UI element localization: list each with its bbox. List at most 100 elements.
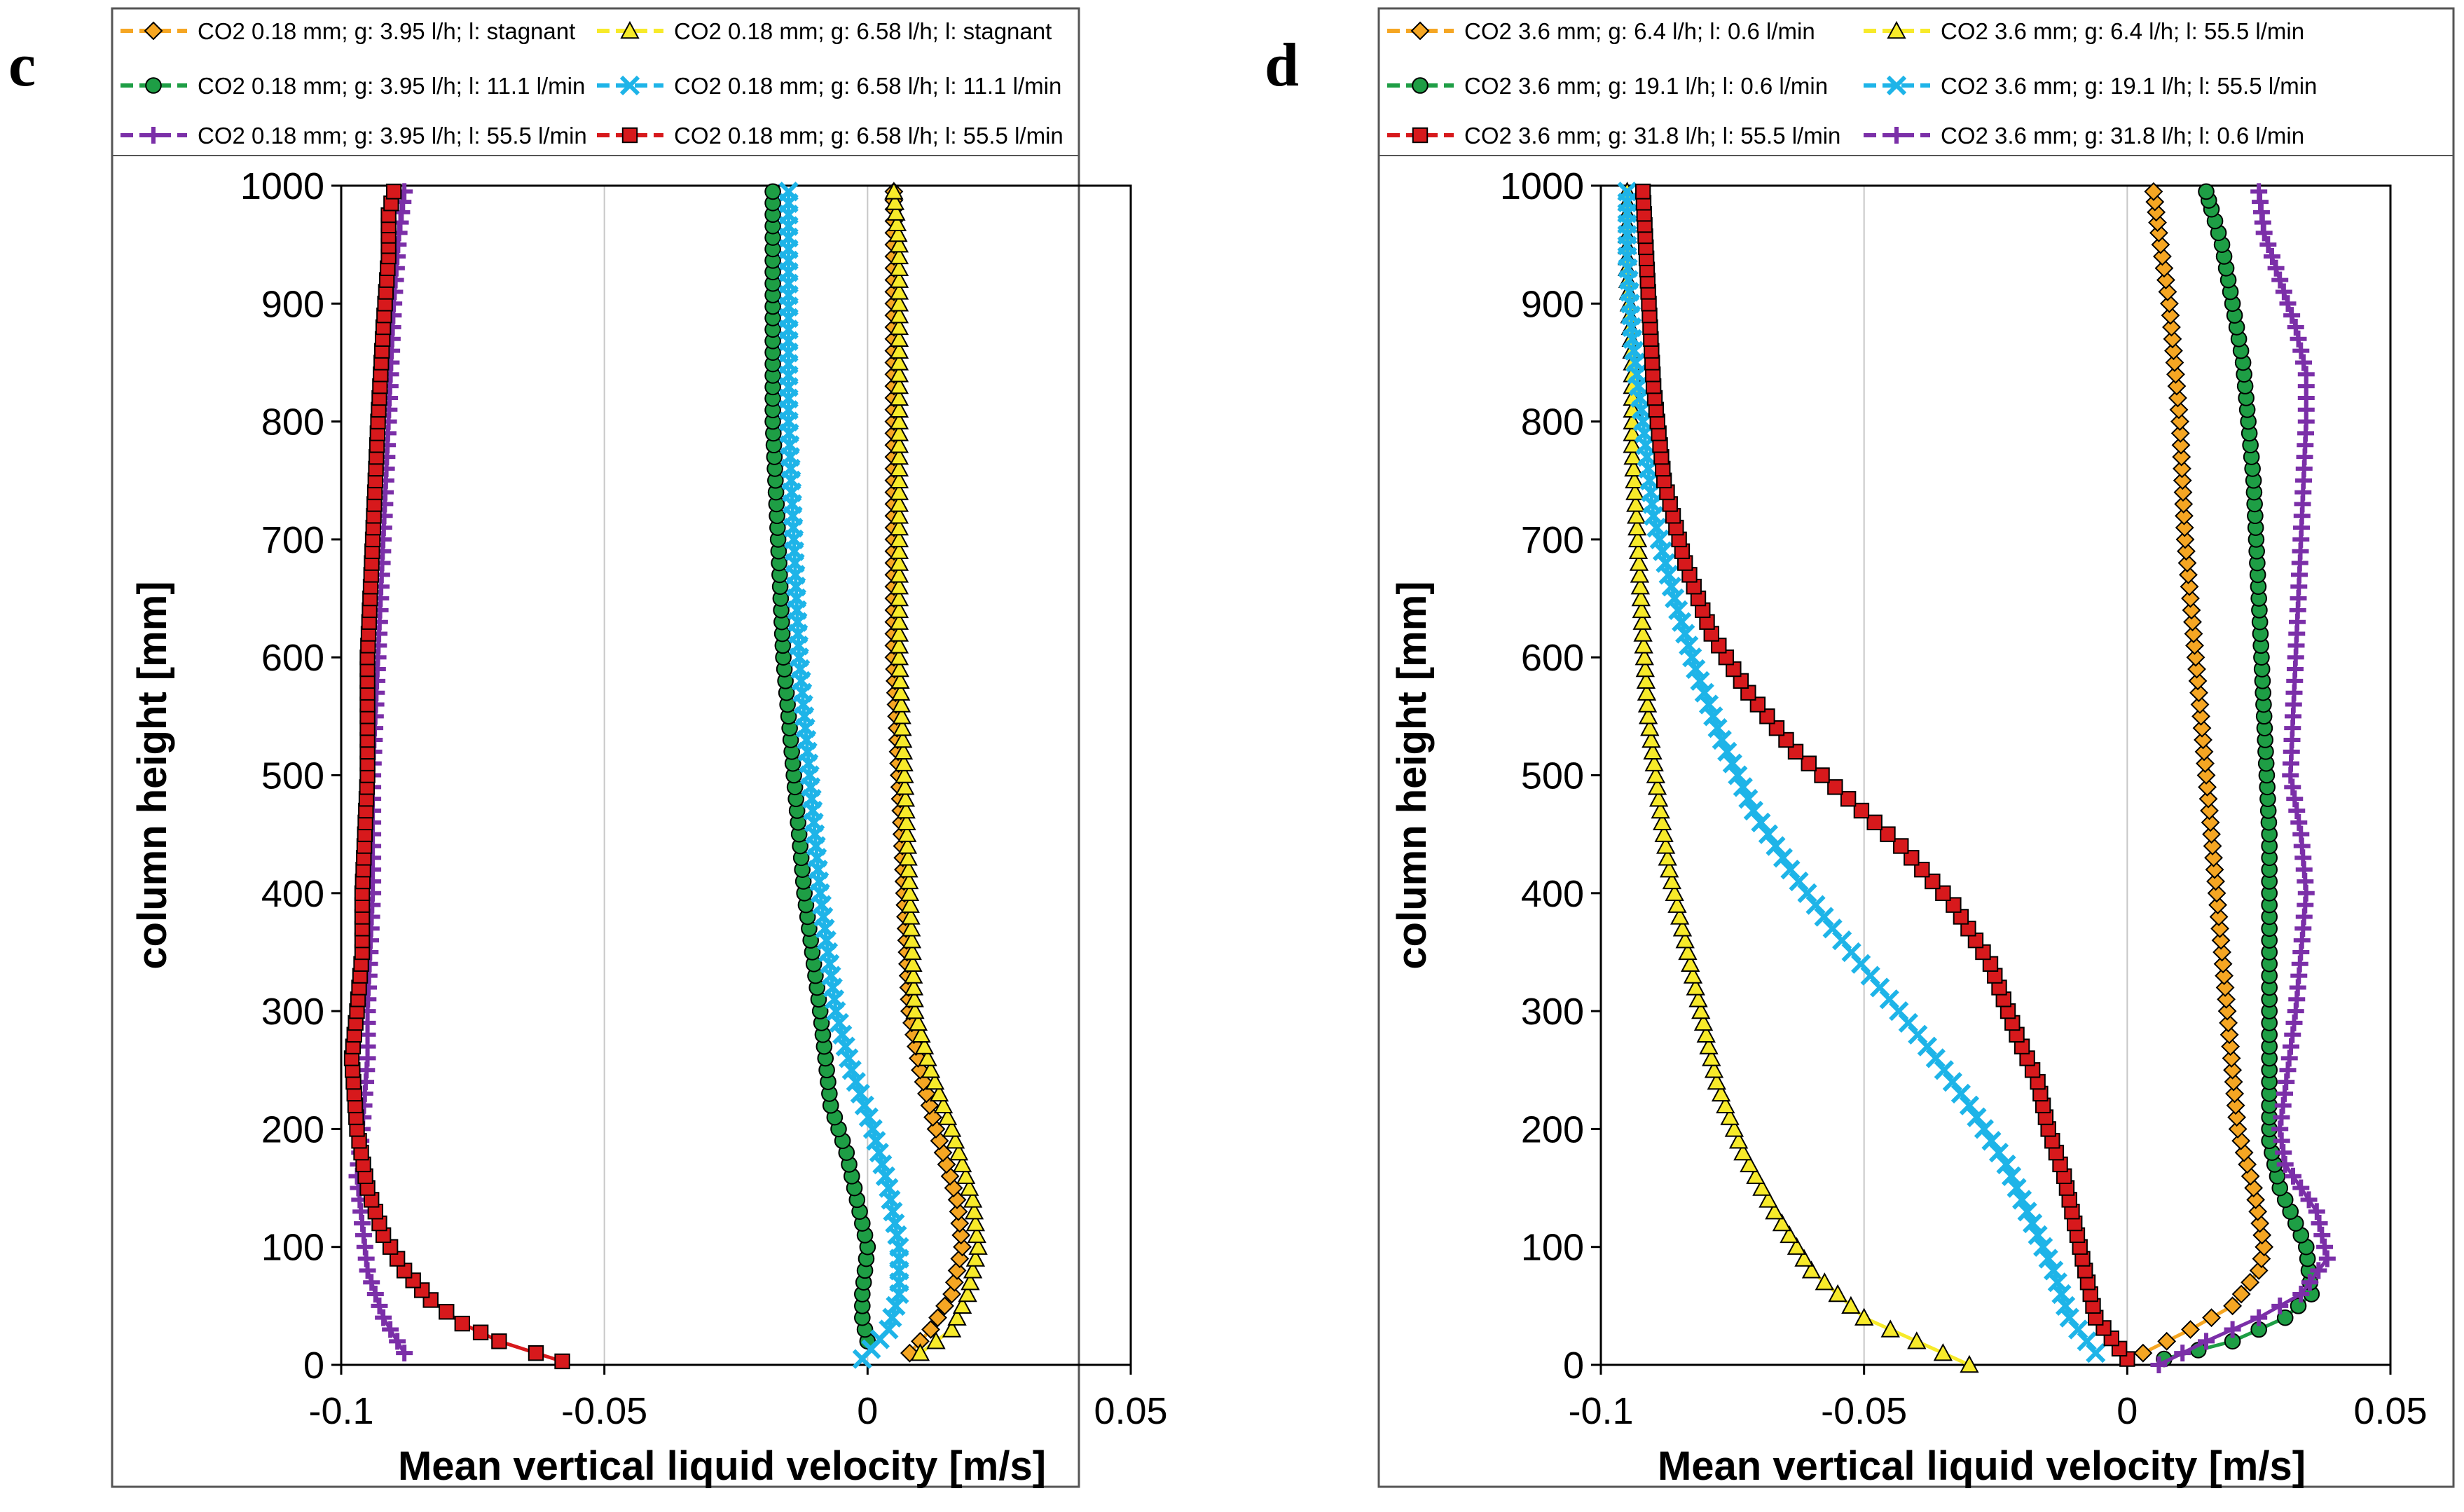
panel-d-data-point — [1688, 989, 1708, 1008]
panel-c-data-point — [905, 1001, 925, 1019]
panel-c-data-point — [910, 1343, 930, 1361]
panel-c-data-point — [892, 706, 911, 724]
panel-d-data-point — [2157, 1331, 2177, 1351]
panel-d-data-point — [2038, 1249, 2058, 1269]
panel-d-data-point — [2308, 1203, 2325, 1221]
panel-c-data-point — [889, 624, 909, 642]
panel-c-data-point — [889, 399, 909, 418]
panel-d-data-point — [2184, 624, 2203, 643]
panel-d-data-point — [2222, 1049, 2241, 1068]
panel-d-data-point — [2179, 565, 2198, 584]
legend-marker — [1888, 127, 1905, 144]
panel-d-data-point — [1635, 659, 1656, 678]
panel-d-data-point — [1698, 694, 1719, 715]
panel-d-data-point — [1633, 624, 1653, 642]
panel-d-data-point — [1728, 1131, 1749, 1149]
panel-c-data-point — [554, 1353, 570, 1370]
legend-marker — [1887, 20, 1906, 39]
panel-c-data-point — [889, 506, 909, 524]
panel-c-x-tick-label: 0 — [857, 1390, 878, 1432]
panel-c-data-point — [949, 1202, 968, 1221]
panel-d-data-point — [1765, 1202, 1784, 1220]
panel-d-data-point — [1716, 1095, 1735, 1113]
panel-c-data-point — [898, 848, 918, 866]
panel-d-data-point — [1780, 860, 1801, 880]
panel-d-data-point — [2028, 1225, 2048, 1245]
panel-c-data-point — [899, 860, 918, 878]
panel-c-data-point — [945, 1131, 965, 1149]
panel-d-data-point — [1814, 767, 1830, 783]
panel-d-data-point — [1749, 696, 1766, 713]
panel-d-data-point — [2051, 1284, 2072, 1305]
panel-d-data-point — [2252, 1225, 2272, 1245]
panel-c-data-point — [895, 789, 916, 807]
panel-d-y-tick-label: 300 — [1521, 991, 1584, 1033]
panel-c-data-point — [902, 942, 922, 961]
panel-c-series-3 — [778, 181, 909, 1369]
panel-d-legend-entry: CO2 3.6 mm; g: 6.4 l/h; l: 55.5 l/min — [1864, 18, 2304, 44]
panel-d-data-point — [1632, 600, 1651, 619]
panel-c-data-point — [937, 1107, 958, 1125]
panel-d-data-point — [1935, 885, 1951, 901]
panel-c-data-point — [889, 305, 909, 324]
panel-c-series-1 — [884, 181, 988, 1361]
panel-d-data-point — [1704, 1060, 1724, 1078]
panel-d-x-tick-label: -0.05 — [1821, 1390, 1907, 1432]
panel-c-data-point — [963, 1260, 983, 1279]
panel-d-data-point — [2288, 802, 2306, 819]
panel-d-data-point — [2295, 354, 2313, 371]
panel-c-y-tick-label: 700 — [261, 519, 324, 561]
panel-d-data-point — [2219, 1013, 2238, 1033]
panel-d-data-point — [1752, 1178, 1772, 1196]
panel-c-data-point — [846, 1071, 866, 1092]
panel-d-data-point — [1880, 826, 1896, 842]
panel-d-data-point — [1629, 553, 1649, 571]
panel-c-data-point — [889, 282, 909, 300]
panel-d-data-point — [2022, 1213, 2043, 1234]
panel-c-data-point — [893, 718, 912, 736]
panel-d-data-point — [2213, 954, 2233, 974]
panel-d-x-axis-title: Mean vertical liquid velocity [m/s] — [1658, 1443, 2306, 1489]
panel-c-data-point — [904, 965, 923, 984]
legend-label: CO2 3.6 mm; g: 6.4 l/h; l: 55.5 l/min — [1941, 18, 2304, 44]
panel-d-data-point — [1681, 954, 1700, 972]
panel-d-data-point — [2287, 318, 2304, 336]
panel-d-data-point — [2215, 966, 2234, 986]
panel-c-data-point — [952, 1154, 972, 1173]
panel-d-data-point — [1981, 1131, 2002, 1151]
panel-d-data-point — [2044, 1260, 2064, 1281]
panel-c-data-point — [889, 494, 909, 512]
panel-d-data-point — [1728, 765, 1748, 785]
panel-d-data-point — [2151, 235, 2170, 254]
panel-d-data-point — [2198, 183, 2215, 200]
panel-d-data-point — [2171, 435, 2191, 455]
panel-d-data-point — [1766, 836, 1786, 856]
panel-d-data-point — [1693, 1012, 1714, 1031]
panel-c-data-point — [965, 1213, 986, 1232]
panel-c-data-point — [959, 1178, 979, 1196]
panel-d-data-point — [2169, 400, 2189, 420]
panel-d-data-point — [2311, 1215, 2328, 1232]
panel-d-data-point — [1959, 1095, 1980, 1115]
panel-d-data-point — [1691, 1001, 1711, 1019]
panel-c-data-point — [952, 1295, 972, 1314]
panel-d-data-point — [2150, 1356, 2168, 1373]
panel-d-data-point — [1933, 1343, 1953, 1361]
panel-d-data-point — [2007, 1178, 2027, 1198]
panel-c-y-tick-label: 400 — [261, 873, 324, 915]
legend-marker — [145, 77, 162, 94]
panel-d-data-point — [1801, 1260, 1822, 1279]
panel-d-data-point — [2168, 388, 2187, 408]
panel-d-data-point — [1638, 706, 1658, 724]
panel-d-data-point — [2170, 412, 2189, 432]
panel-c-data-point — [889, 352, 909, 371]
panel-d-data-point — [2188, 671, 2208, 691]
panel-d-data-point — [2194, 730, 2212, 750]
legend-marker — [1412, 127, 1429, 144]
panel-d-data-point — [1683, 965, 1703, 984]
panel-d-x-tick-label: 0.05 — [2353, 1390, 2427, 1432]
panel-d-data-point — [1942, 1071, 1963, 1092]
panel-d-data-point — [1866, 814, 1883, 831]
panel-d-data-point — [1696, 1024, 1716, 1043]
